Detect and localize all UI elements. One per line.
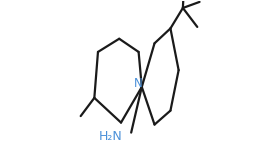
Text: N: N (134, 77, 143, 90)
Text: H₂N: H₂N (99, 130, 123, 143)
